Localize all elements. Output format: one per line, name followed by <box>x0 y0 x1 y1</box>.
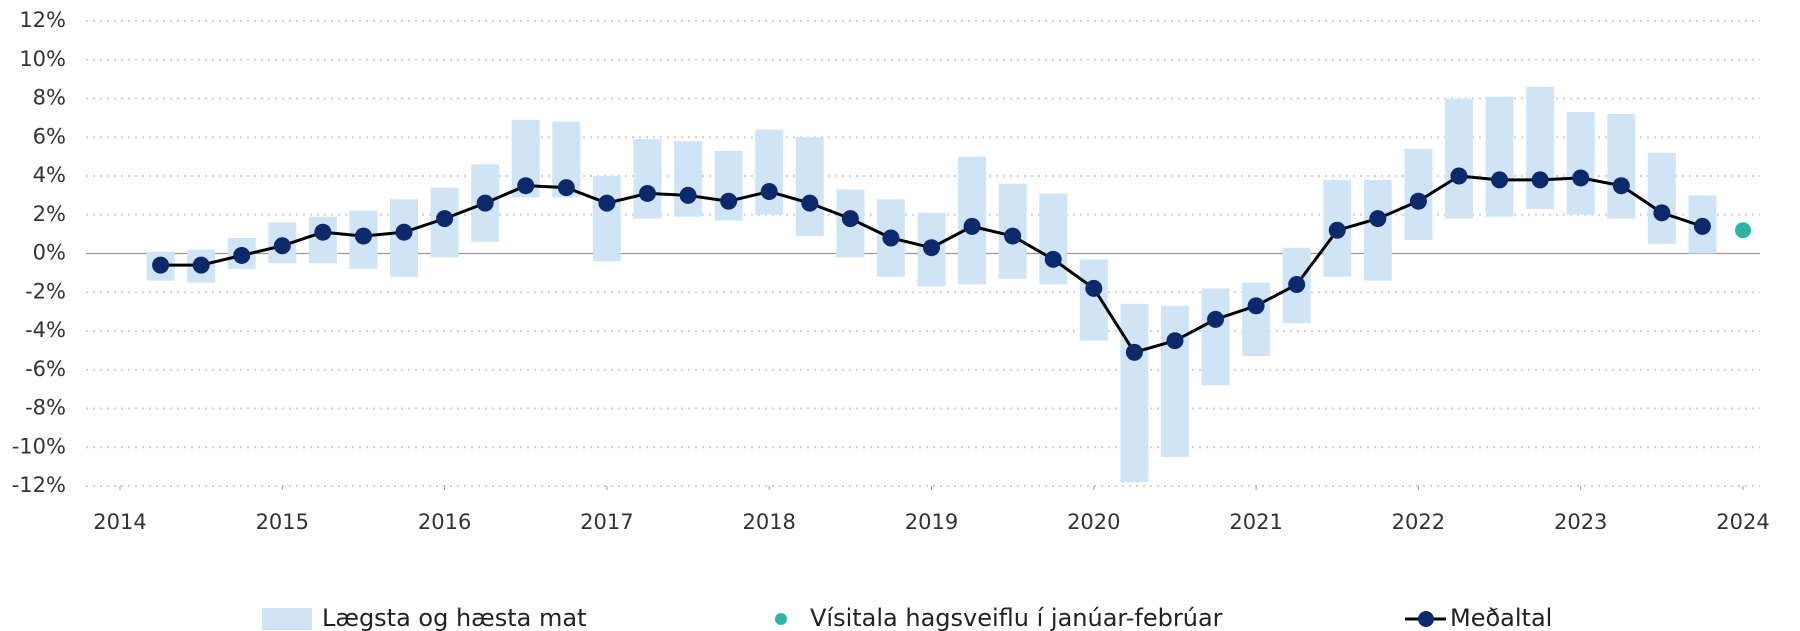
mean-point <box>1612 177 1630 195</box>
mean-point <box>882 229 900 247</box>
x-tick-label: 2022 <box>1392 510 1445 534</box>
range-bar <box>674 141 703 217</box>
mean-point <box>273 237 291 255</box>
y-tick-label: 2% <box>33 202 66 226</box>
mean-point <box>436 210 454 228</box>
mean-point <box>1085 279 1103 297</box>
range-bar <box>714 150 743 221</box>
range-bar <box>1201 288 1230 386</box>
x-tick-label: 2017 <box>580 510 633 534</box>
y-tick-label: 8% <box>33 86 66 110</box>
mean-point <box>1207 310 1225 328</box>
mean-point <box>557 179 575 197</box>
mean-point <box>314 223 332 241</box>
mean-point <box>801 194 819 212</box>
y-tick-label: 0% <box>33 241 66 265</box>
mean-point <box>760 183 778 200</box>
mean-point <box>1288 276 1306 293</box>
mean-point <box>923 239 940 257</box>
mean-point <box>233 246 251 264</box>
mean-point <box>476 194 494 212</box>
range-bar <box>755 129 784 215</box>
y-tick-label: -10% <box>12 434 66 458</box>
y-tick-label: 6% <box>33 124 66 148</box>
mean-point <box>517 177 535 195</box>
x-tick-label: 2020 <box>1067 510 1120 534</box>
x-tick-label: 2023 <box>1554 510 1607 534</box>
mean-point <box>1328 221 1346 239</box>
mean-point <box>192 256 210 274</box>
mean-point <box>1166 332 1184 350</box>
mean-point <box>1044 250 1062 268</box>
mean-point <box>395 223 413 241</box>
legend-swatch <box>775 613 787 625</box>
x-tick-label: 2016 <box>418 510 471 534</box>
mean-point <box>679 186 697 204</box>
range-bar <box>1444 98 1473 219</box>
range-bar <box>1242 282 1271 357</box>
y-tick-label: -12% <box>12 473 66 497</box>
mean-point <box>1004 227 1022 245</box>
range-bar <box>795 137 824 237</box>
mean-point <box>1450 167 1468 185</box>
mean-point <box>152 256 170 274</box>
mean-point <box>1369 210 1387 228</box>
legend-label: Vísitala hagsveiflu í janúar-febrúar <box>810 604 1223 631</box>
mean-point <box>963 217 981 235</box>
range-bar <box>1120 303 1149 483</box>
y-tick-label: -2% <box>25 279 66 303</box>
mean-point <box>1491 171 1509 189</box>
mean-point <box>638 184 656 202</box>
range-bar <box>1647 152 1676 244</box>
mean-point <box>1531 171 1549 189</box>
mean-point <box>720 192 738 210</box>
y-tick-label: -8% <box>25 396 66 420</box>
range-bar <box>1160 305 1189 457</box>
mean-point <box>1693 217 1711 235</box>
x-tick-label: 2019 <box>905 510 958 534</box>
mean-point <box>1653 204 1671 222</box>
range-bar <box>1039 193 1068 285</box>
x-tick-label: 2014 <box>93 510 146 534</box>
mean-point <box>1409 192 1427 210</box>
mean-point <box>1247 297 1265 315</box>
range-bar <box>1566 112 1595 215</box>
mean-point <box>1125 343 1143 361</box>
legend-swatch <box>1418 611 1434 627</box>
y-tick-label: 10% <box>19 47 66 71</box>
mean-point <box>598 194 616 212</box>
y-tick-label: -6% <box>25 357 66 381</box>
legend-label: Lægsta og hæsta mat <box>322 604 587 631</box>
mean-point <box>841 210 859 228</box>
x-tick-label: 2021 <box>1229 510 1282 534</box>
range-bar <box>1607 114 1636 219</box>
y-tick-label: 4% <box>33 163 66 187</box>
range-bar <box>1363 179 1392 281</box>
range-bar <box>1079 259 1108 341</box>
range-bar <box>633 139 662 219</box>
y-tick-label: 12% <box>19 8 66 32</box>
index-point <box>1735 222 1751 239</box>
x-tick-label: 2015 <box>256 510 309 534</box>
legend-label: Meðaltal <box>1450 604 1552 631</box>
range-bar <box>592 176 621 262</box>
y-tick-label: -4% <box>25 318 66 342</box>
range-bar <box>1485 96 1514 217</box>
legend-swatch <box>262 608 312 630</box>
mean-point <box>354 227 372 245</box>
x-tick-label: 2024 <box>1716 510 1769 534</box>
mean-point <box>1572 169 1590 187</box>
x-tick-label: 2018 <box>742 510 795 534</box>
range-bar <box>1526 86 1555 209</box>
